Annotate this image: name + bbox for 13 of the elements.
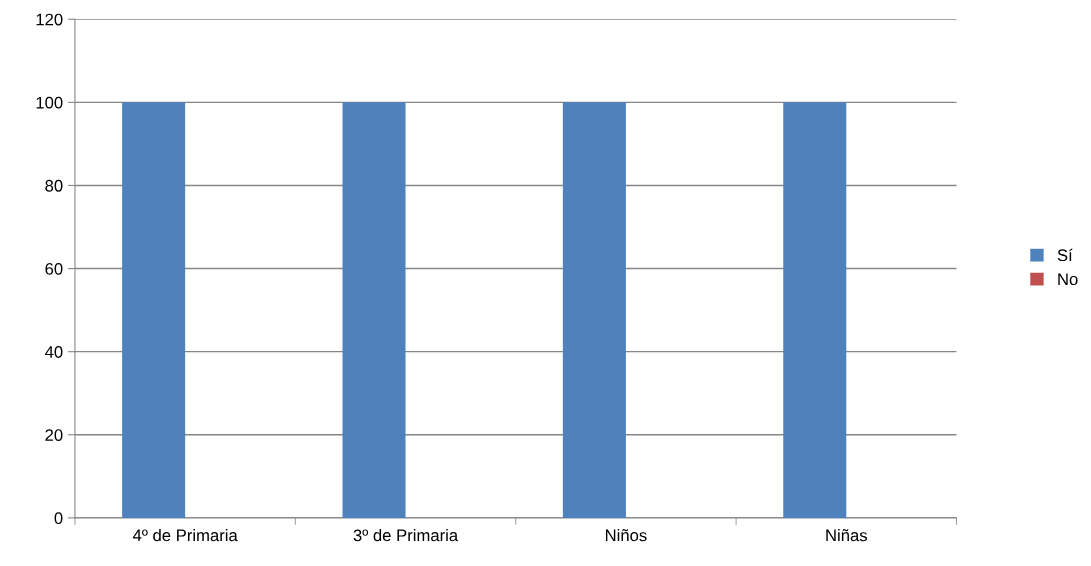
y-tick-label: 60 [45, 262, 63, 275]
y-tick-label: 20 [45, 429, 63, 441]
y-tick-label: 0 [54, 512, 63, 525]
y-tick-label: 80 [45, 179, 63, 192]
y-tick-label: 120 [36, 13, 63, 26]
x-tick-label: 3º de Primaria [353, 529, 459, 542]
y-tick-label: 100 [36, 96, 63, 109]
y-tick-label: 40 [44, 346, 63, 358]
x-tick-label: 4º de Primaria [132, 529, 238, 542]
x-tick-label: Niños [605, 529, 647, 542]
legend-label: Sí [1057, 248, 1073, 262]
x-tick-label: Niñas [826, 529, 867, 542]
legend-label: No [1058, 273, 1078, 286]
